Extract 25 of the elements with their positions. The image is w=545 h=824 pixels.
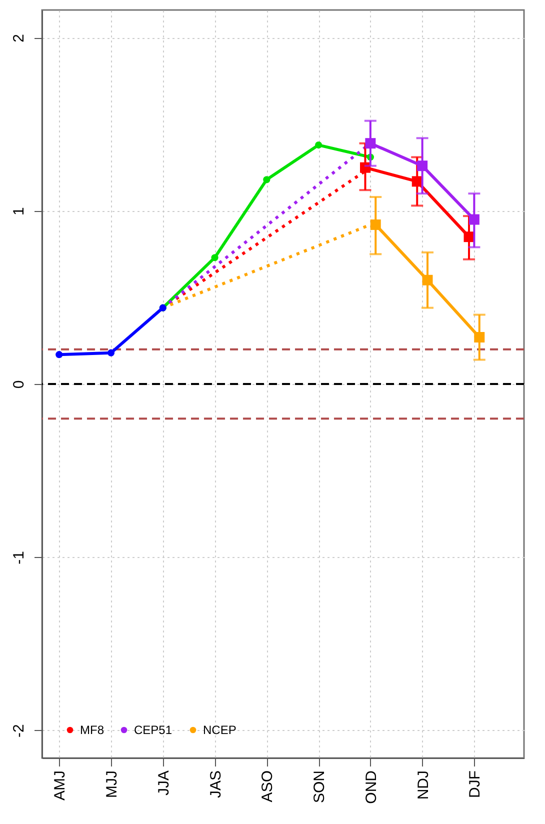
point [365, 138, 376, 149]
x-tick-label: OND [362, 770, 380, 804]
x-tick-label: MJJ [104, 770, 121, 798]
point [107, 349, 115, 356]
point [468, 214, 480, 225]
legend-label: NCEP [203, 723, 236, 737]
x-tick-label: JAS [207, 770, 224, 798]
x-tick-label: NDJ [414, 770, 432, 800]
legend-label: MF8 [80, 723, 104, 737]
point [263, 176, 270, 184]
x-tick-label: DJF [466, 770, 484, 798]
y-tick-label: -1 [10, 550, 28, 564]
legend-label: CEP51 [134, 723, 172, 737]
x-tick-label: AMJ [52, 770, 69, 800]
y-tick-label: -2 [10, 724, 28, 738]
point [56, 351, 63, 358]
y-tick-label: 2 [10, 34, 28, 42]
x-tick-label: SON [311, 770, 328, 804]
y-tick-label: 1 [10, 207, 28, 216]
x-tick-label: JJA [155, 770, 172, 796]
x-tick-label: ASO [259, 770, 276, 802]
point [417, 160, 428, 172]
point [315, 142, 322, 149]
point [211, 254, 218, 262]
y-tick-label: 0 [10, 380, 28, 389]
